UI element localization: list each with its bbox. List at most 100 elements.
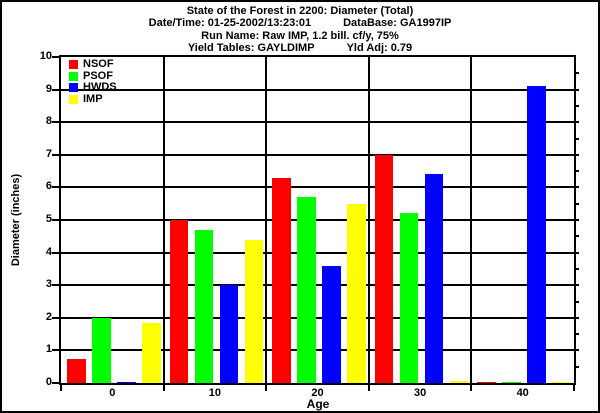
database-text: DataBase: GA1997IP xyxy=(343,17,452,30)
y-tick-label: 9 xyxy=(45,82,52,95)
y-axis-minor-tick xyxy=(576,104,579,107)
bar-psof-age-30 xyxy=(399,213,419,383)
plot-area: NSOF PSOF HWDS IMP xyxy=(52,55,579,391)
y-axis-minor-tick xyxy=(576,267,579,270)
gridline-vertical xyxy=(162,57,165,383)
bar-imp-age-20 xyxy=(347,203,366,383)
gridline-horizontal xyxy=(61,88,579,91)
run-name-text: Run Name: Raw IMP, 1.2 bill. cf/y, 75% xyxy=(201,29,399,42)
gridline-horizontal xyxy=(61,251,579,254)
bar-psof-age-40 xyxy=(502,381,521,383)
y-axis-tick xyxy=(52,56,59,58)
y-axis-minor-tick xyxy=(576,72,579,75)
x-tick-label: 30 xyxy=(413,387,427,399)
legend-item-nsof: NSOF xyxy=(69,59,117,71)
y-axis-minor-tick xyxy=(576,170,579,173)
bar-psof-age-20 xyxy=(297,197,316,383)
y-axis-tick xyxy=(52,382,59,384)
bar-hwds-age-10 xyxy=(219,285,239,383)
y-tick-label: 1 xyxy=(45,343,52,356)
bar-hwds-age-30 xyxy=(424,174,444,383)
bar-psof-age-10 xyxy=(194,229,214,383)
legend-label: IMP xyxy=(83,93,103,106)
y-tick-label: 4 xyxy=(45,245,52,258)
y-tick-label: 3 xyxy=(45,278,52,291)
gridline-horizontal xyxy=(61,186,579,189)
gridline-horizontal xyxy=(61,316,579,319)
y-axis-tick xyxy=(52,219,59,221)
x-axis-tick xyxy=(162,383,165,391)
x-axis-tick xyxy=(265,383,268,391)
y-axis-tick xyxy=(52,88,59,91)
bar-nsof-age-0 xyxy=(67,358,86,383)
bar-nsof-age-40 xyxy=(477,381,496,383)
x-tick-label: 20 xyxy=(311,387,324,399)
bar-psof-age-0 xyxy=(92,317,111,383)
legend-item-psof: PSOF xyxy=(69,69,117,83)
legend-label: PSOF xyxy=(83,69,113,82)
header-line-yield: Yield Tables: GAYLDIMP Yld Adj: 0.79 xyxy=(2,42,598,54)
x-axis-tick xyxy=(60,383,62,391)
y-axis-tick xyxy=(52,153,59,156)
bar-nsof-age-30 xyxy=(374,154,394,383)
bar-imp-age-30 xyxy=(449,381,469,383)
x-axis-tick xyxy=(470,383,473,391)
y-axis-minor-tick xyxy=(576,365,579,368)
x-tick-label: 10 xyxy=(208,387,222,399)
y-tick-label: 2 xyxy=(45,310,52,323)
legend: NSOF PSOF HWDS IMP xyxy=(69,59,117,105)
gridline-vertical xyxy=(265,57,268,383)
bar-hwds-age-20 xyxy=(322,265,341,383)
y-axis-tick xyxy=(52,251,59,254)
bar-imp-age-40 xyxy=(552,381,571,383)
header-line-datetime: Date/Time: 01-25-2002/13:23:01 DataBase:… xyxy=(2,17,598,29)
x-axis-title: Age xyxy=(306,397,330,411)
y-axis-minor-tick xyxy=(576,137,579,140)
legend-swatch-icon xyxy=(69,83,78,93)
x-tick-label: 0 xyxy=(109,387,116,399)
bar-nsof-age-20 xyxy=(272,177,291,383)
gridline-horizontal xyxy=(61,219,579,221)
gridline-horizontal xyxy=(61,153,579,156)
legend-item-hwds: HWDS xyxy=(69,82,117,94)
gridline-vertical xyxy=(470,57,473,383)
y-axis-minor-tick xyxy=(576,235,579,238)
chart-title: State of the Forest in 2200: Diameter (T… xyxy=(186,5,414,17)
yield-tables-text: Yield Tables: GAYLDIMP xyxy=(187,42,315,55)
gridline-horizontal xyxy=(61,284,579,287)
y-axis-minor-tick xyxy=(576,202,579,205)
gridline-vertical xyxy=(367,57,370,383)
y-tick-label: 7 xyxy=(45,147,52,160)
bar-hwds-age-0 xyxy=(117,381,136,383)
bar-nsof-age-10 xyxy=(169,220,189,383)
y-tick-label: 10 xyxy=(39,50,52,62)
gridline-horizontal xyxy=(61,121,579,124)
bar-imp-age-10 xyxy=(244,239,264,383)
legend-label: HWDS xyxy=(83,81,117,94)
x-axis-tick xyxy=(573,383,575,391)
y-axis-tick xyxy=(52,316,59,319)
bar-hwds-age-40 xyxy=(527,86,546,383)
legend-swatch-icon xyxy=(69,95,78,105)
y-axis-tick xyxy=(52,121,59,124)
gridline-horizontal xyxy=(61,349,579,352)
x-axis-tick xyxy=(367,383,370,391)
y-tick-label: 0 xyxy=(45,376,52,388)
y-axis-minor-tick xyxy=(576,300,579,303)
bar-imp-age-0 xyxy=(142,322,161,383)
legend-item-imp: IMP xyxy=(69,94,117,106)
y-tick-label: 6 xyxy=(45,180,52,193)
x-tick-label: 40 xyxy=(516,387,529,399)
y-axis-tick xyxy=(52,186,59,189)
datetime-text: Date/Time: 01-25-2002/13:23:01 xyxy=(148,17,312,30)
legend-swatch-icon xyxy=(69,60,78,70)
y-axis-tick xyxy=(52,284,59,287)
legend-label: NSOF xyxy=(83,58,114,71)
y-axis-tick xyxy=(52,349,59,352)
y-tick-label: 5 xyxy=(45,213,52,225)
y-tick-label: 8 xyxy=(45,115,52,128)
yld-adj-text: Yld Adj: 0.79 xyxy=(346,42,413,55)
y-axis-minor-tick xyxy=(576,333,579,336)
chart-header: State of the Forest in 2200: Diameter (T… xyxy=(2,5,598,55)
